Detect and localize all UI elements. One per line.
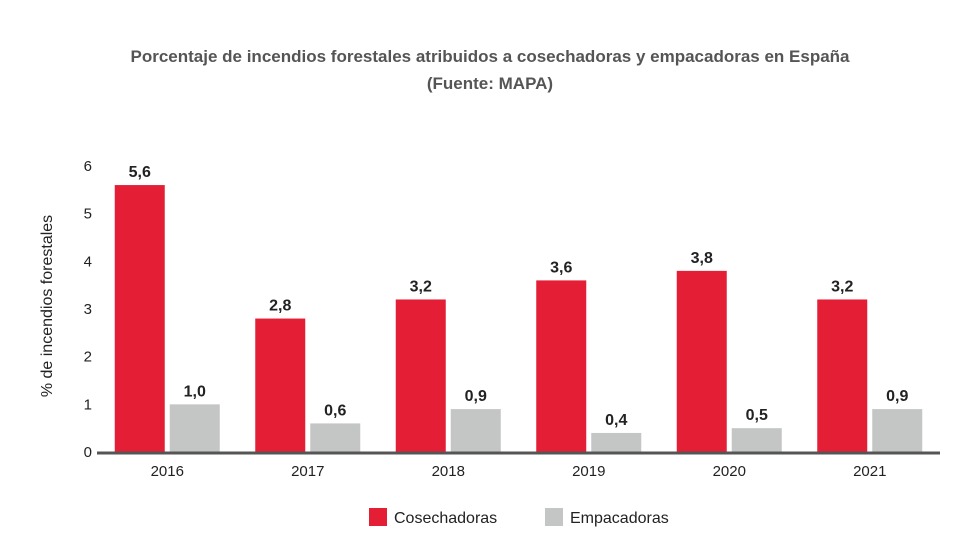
legend-swatch-cosechadoras [369, 508, 387, 526]
y-tick-label: 1 [84, 396, 92, 413]
data-label: 3,2 [831, 278, 853, 295]
x-tick-label: 2021 [853, 463, 886, 480]
data-label: 0,4 [605, 412, 627, 429]
chart-title: Porcentaje de incendios forestales atrib… [131, 47, 851, 66]
x-axis-ticks: 2016 2017 2018 2019 2020 2021 [151, 463, 887, 480]
data-label: 0,5 [746, 407, 768, 424]
y-tick-label: 3 [84, 301, 92, 318]
y-tick-label: 4 [84, 253, 92, 270]
bar-empacadoras-2020 [731, 428, 782, 452]
y-axis-ticks: 0 1 2 3 4 5 6 [84, 158, 92, 461]
y-tick-label: 0 [84, 444, 92, 461]
data-label: 3,8 [691, 250, 713, 267]
bar-empacadoras-2021 [872, 409, 923, 452]
y-tick-label: 6 [84, 158, 92, 175]
x-tick-label: 2016 [151, 463, 184, 480]
data-label: 5,6 [129, 164, 151, 181]
legend-swatch-empacadoras [545, 508, 563, 526]
legend-label: Empacadoras [570, 510, 669, 527]
legend-label: Cosechadoras [394, 510, 497, 527]
legend: Cosechadoras Empacadoras [369, 508, 669, 527]
x-tick-label: 2017 [291, 463, 324, 480]
bar-cosechadoras-2020 [676, 270, 727, 452]
data-label: 2,8 [269, 298, 291, 315]
data-label: 3,6 [550, 259, 572, 276]
data-label: 0,9 [465, 388, 487, 405]
x-tick-label: 2018 [432, 463, 465, 480]
bar-empacadoras-2017 [310, 423, 361, 452]
data-label: 1,0 [184, 383, 206, 400]
bar-cosechadoras-2016 [114, 185, 165, 453]
bars-group: 5,6 1,0 2,8 0,6 3,2 0,9 3,6 0,4 3,8 0,5 3,2 0,9 [114, 164, 923, 453]
data-label: 0,6 [324, 402, 346, 419]
data-label: 3,2 [410, 278, 432, 295]
bar-cosechadoras-2017 [255, 318, 306, 452]
bar-cosechadoras-2021 [817, 299, 868, 452]
y-tick-label: 5 [84, 206, 92, 223]
bar-cosechadoras-2019 [536, 280, 587, 452]
bar-empacadoras-2018 [450, 409, 501, 452]
y-axis-label: % de incendios forestales [39, 215, 56, 397]
data-label: 0,9 [886, 388, 908, 405]
chart-subtitle: (Fuente: MAPA) [427, 74, 553, 93]
bar-empacadoras-2019 [591, 432, 642, 452]
x-tick-label: 2019 [572, 463, 605, 480]
bar-cosechadoras-2018 [395, 299, 446, 452]
bar-empacadoras-2016 [169, 404, 220, 452]
y-tick-label: 2 [84, 349, 92, 366]
x-tick-label: 2020 [713, 463, 746, 480]
